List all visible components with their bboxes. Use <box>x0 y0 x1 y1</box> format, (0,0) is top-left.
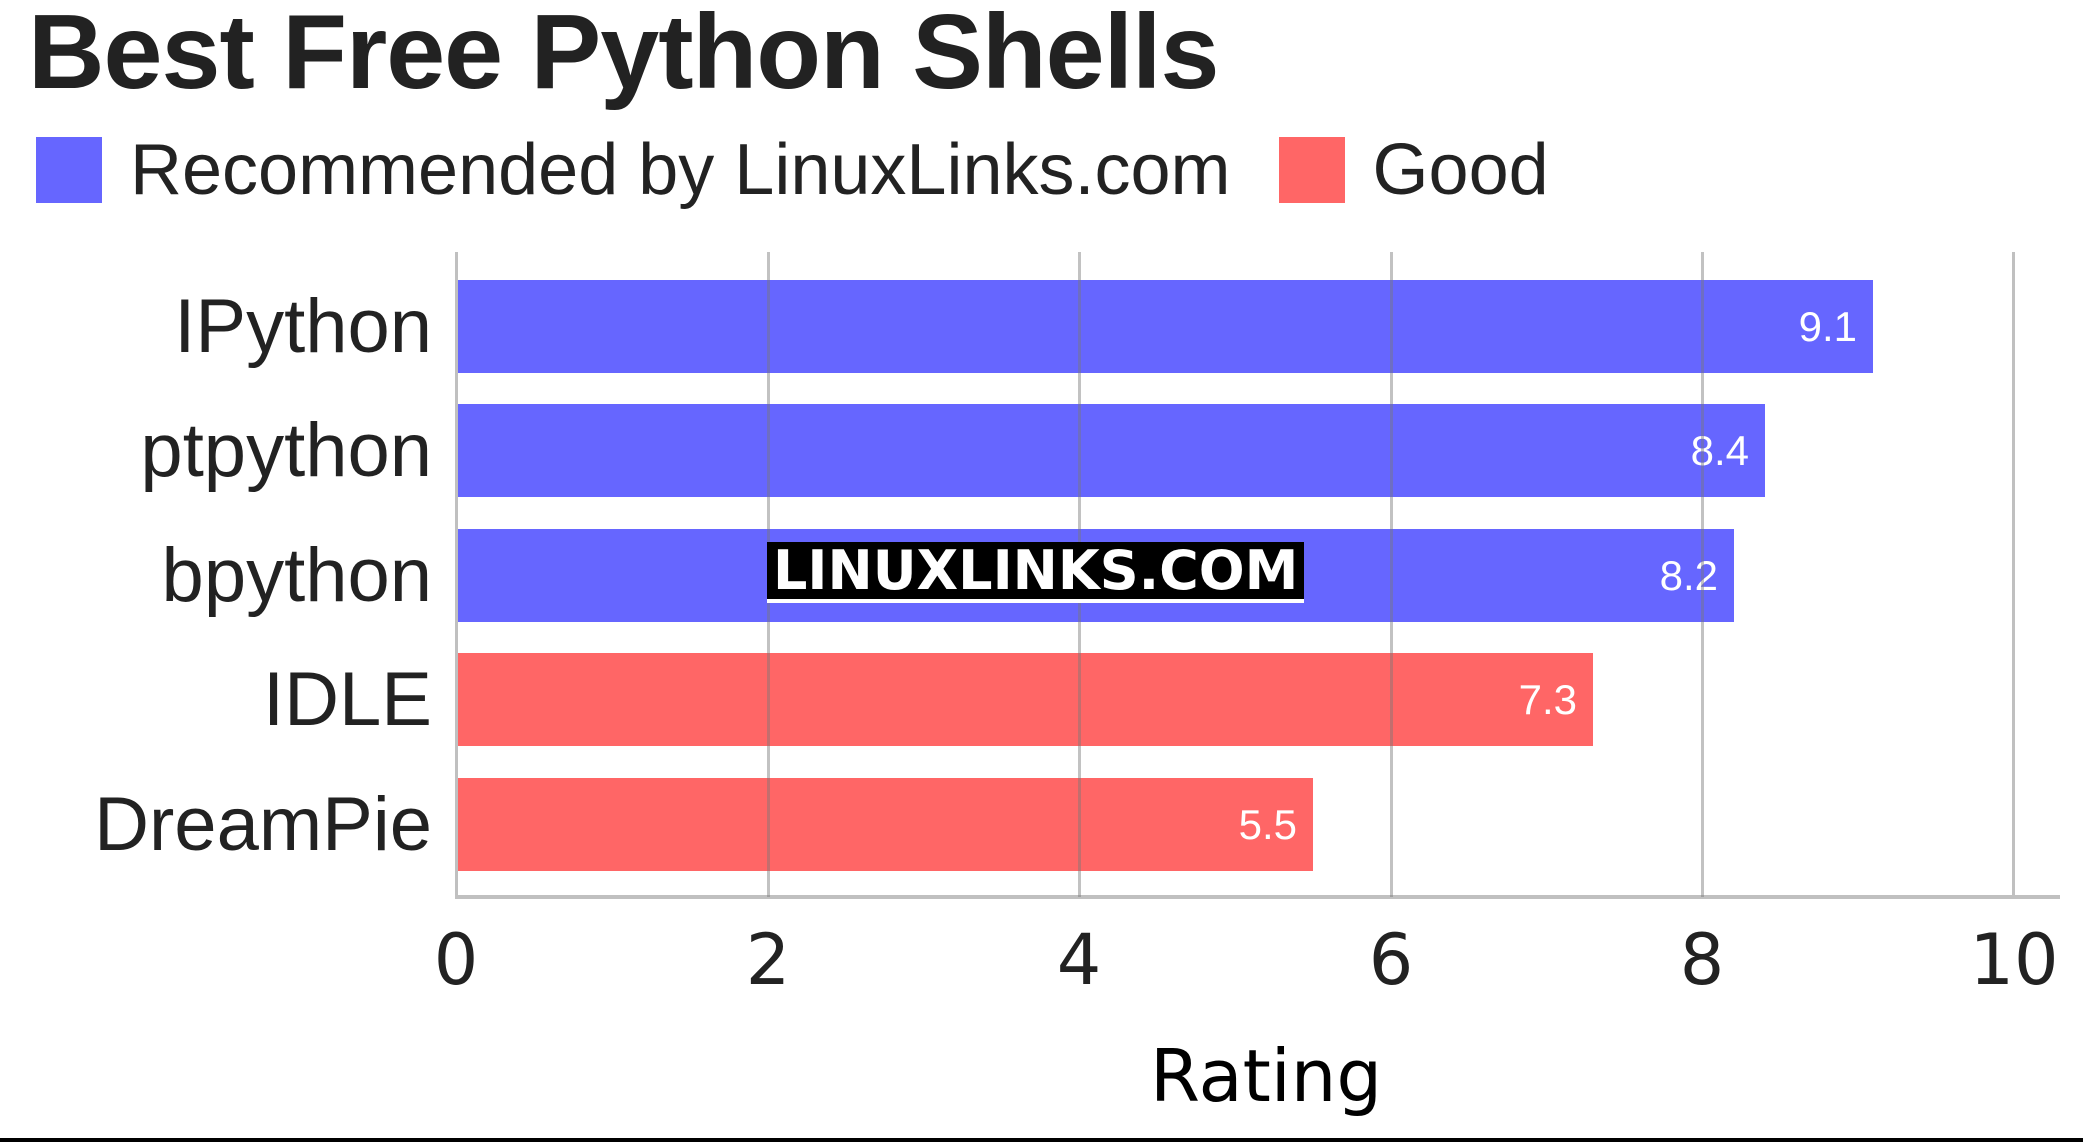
x-tick-label: 0 <box>433 919 479 1001</box>
legend-swatch-good <box>1278 137 1345 203</box>
bar-value-label: 5.5 <box>1238 800 1297 848</box>
x-tick-label: 6 <box>1368 919 1414 1001</box>
x-axis-title: Rating <box>1150 1034 1383 1118</box>
x-axis-line <box>455 895 2060 899</box>
y-axis-line <box>455 252 458 899</box>
bar-value-label: 7.3 <box>1518 675 1577 723</box>
x-tick-label: 8 <box>1679 919 1725 1001</box>
legend: Recommended by LinuxLinks.com Good <box>36 120 1597 220</box>
bar-ptpython: 8.4 <box>457 404 1765 497</box>
category-label: bpython <box>161 533 432 618</box>
bar-ipython: 9.1 <box>457 280 1873 373</box>
watermark-logo: LINUXLINKS.COM <box>767 542 1305 603</box>
bar-value-label: 9.1 <box>1798 302 1857 350</box>
gridline <box>1701 252 1704 897</box>
x-tick-label: 10 <box>1969 919 2059 1001</box>
category-label: DreamPie <box>94 782 432 867</box>
chart-title: Best Free Python Shells <box>28 0 1219 111</box>
legend-label-recommended: Recommended by LinuxLinks.com <box>130 130 1231 210</box>
category-label: IDLE <box>263 657 432 742</box>
bar-value-label: 8.4 <box>1690 426 1749 474</box>
gridline <box>2012 252 2015 897</box>
category-label: IPython <box>174 284 432 369</box>
bar-dreampie: 5.5 <box>457 778 1313 871</box>
bar-idle: 7.3 <box>457 653 1593 746</box>
gridline <box>1390 252 1393 897</box>
bar-value-label: 8.2 <box>1659 551 1718 599</box>
legend-label-good: Good <box>1372 130 1549 210</box>
bottom-border <box>0 1138 2083 1142</box>
legend-swatch-recommended <box>36 137 102 203</box>
x-tick-label: 4 <box>1056 919 1102 1001</box>
category-label: ptpython <box>140 408 432 493</box>
x-tick-label: 2 <box>745 919 791 1001</box>
